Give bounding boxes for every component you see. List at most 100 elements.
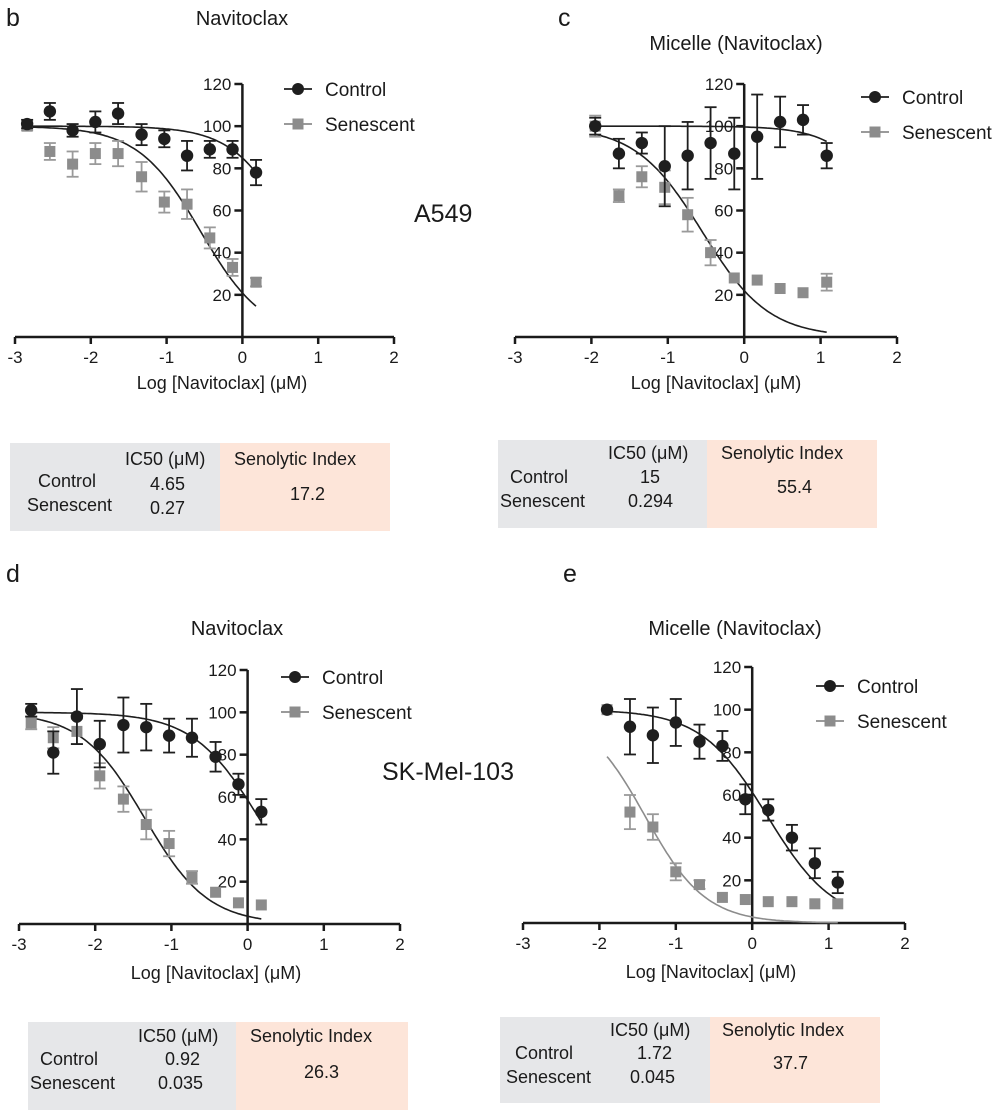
x-tick-label: 2 [892, 348, 901, 367]
ic50-header: IC50 (μM) [138, 1026, 219, 1046]
legend-label-senescent: Senescent [322, 703, 413, 724]
data-point-senescent [821, 276, 833, 288]
x-tick-label: -3 [507, 348, 522, 367]
senolytic-index-value: 17.2 [290, 484, 326, 504]
y-tick-label: 80 [714, 159, 733, 178]
senolytic-index-cell: Senolytic Index 55.4 [707, 440, 877, 528]
senolytic-index-value: 37.7 [773, 1053, 809, 1073]
ic50-header: IC50 (μM) [610, 1020, 691, 1040]
ic50-senescent: 0.27 [150, 498, 186, 518]
data-point-control [93, 737, 106, 751]
data-point-senescent [705, 247, 717, 259]
data-point-senescent [232, 897, 244, 909]
data-point-control [831, 876, 844, 889]
data-point-control [135, 128, 148, 141]
data-point-senescent [751, 274, 763, 286]
data-point-senescent [716, 891, 728, 903]
x-tick-label: -2 [592, 934, 607, 953]
y-tick-label: 100 [203, 117, 231, 136]
row-label-senescent: Senescent [27, 495, 113, 515]
data-point-senescent [117, 793, 129, 805]
y-tick-label: 20 [212, 286, 231, 305]
legend-label-senescent: Senescent [902, 123, 993, 144]
panel-letter-b: b [6, 4, 20, 32]
y-tick-label: 100 [208, 703, 236, 722]
x-tick-label: 1 [816, 348, 825, 367]
senolytic-index-header: Senolytic Index [721, 443, 844, 463]
data-point-control [773, 115, 787, 129]
row-label-control: Control [40, 1049, 99, 1069]
data-point-senescent [647, 821, 659, 833]
data-point-control [226, 143, 239, 156]
data-point-control [232, 778, 245, 791]
data-point-control [600, 703, 614, 716]
y-tick-label: 20 [714, 286, 733, 305]
data-point-control [89, 115, 102, 129]
data-point-control [203, 143, 217, 156]
data-point-control [180, 149, 194, 162]
data-point-control [785, 831, 799, 844]
x-tick-label: -3 [515, 934, 530, 953]
x-tick-label: -2 [584, 348, 599, 367]
panel-d-ic50-table: IC50 (μM) Control 0.92 Senescent 0.035 S… [28, 1022, 408, 1110]
data-point-senescent [25, 717, 37, 729]
panel-c-title: Micelle (Navitoclax) [649, 33, 823, 55]
data-point-control [43, 105, 57, 118]
senolytic-index-cell: Senolytic Index 26.3 [236, 1022, 408, 1110]
legend-label-control: Control [322, 668, 383, 689]
panel-d-xlabel: Log [Navitoclax] (μM) [130, 963, 302, 983]
senolytic-index-header: Senolytic Index [250, 1026, 373, 1046]
senolytic-index-value: 55.4 [777, 477, 813, 497]
data-point-senescent [67, 158, 79, 170]
legend-marker-control [289, 671, 301, 683]
data-point-senescent [181, 198, 193, 210]
panel-b-title: Navitoclax [195, 8, 289, 30]
data-point-control [185, 731, 199, 744]
data-point-control [140, 720, 153, 734]
y-tick-label: 80 [218, 746, 237, 765]
data-point-senescent [186, 871, 198, 883]
y-tick-label: 40 [218, 830, 237, 849]
legend-label-control: Control [325, 80, 386, 101]
y-tick-label: 80 [212, 159, 231, 178]
data-point-senescent [210, 886, 222, 898]
y-tick-label: 20 [218, 873, 237, 892]
data-point-control [66, 124, 79, 137]
data-point-senescent [786, 896, 798, 908]
data-point-senescent [670, 866, 682, 878]
x-tick-label: 1 [824, 934, 833, 953]
fit-curve-senescent [606, 756, 838, 924]
data-point-senescent [774, 283, 786, 295]
data-point-senescent [613, 190, 625, 202]
data-point-control [158, 132, 171, 146]
row-label-senescent: Senescent [500, 491, 586, 511]
data-point-senescent [797, 287, 809, 299]
data-point-control [20, 117, 34, 131]
data-point-senescent [250, 276, 262, 288]
data-point-control [612, 147, 626, 160]
data-point-control [820, 149, 833, 162]
data-point-control [24, 704, 38, 717]
legend-label-control: Control [902, 88, 963, 109]
data-point-senescent [739, 894, 751, 906]
panel-e-title: Micelle (Navitoclax) [648, 618, 822, 640]
x-tick-label: 2 [389, 348, 398, 367]
data-point-senescent [682, 209, 694, 221]
data-point-control [681, 149, 694, 162]
ic50-cell: IC50 (μM) Control 1.72 Senescent 0.045 [500, 1017, 710, 1103]
legend-label-senescent: Senescent [857, 712, 948, 733]
panel-c-xlabel: Log [Navitoclax] (μM) [630, 373, 802, 393]
data-point-senescent [140, 819, 152, 831]
panel-b-ic50-table: IC50 (μM) Control 4.65 Senescent 0.27 Se… [10, 443, 390, 531]
x-tick-label: -2 [88, 935, 103, 954]
data-point-control [117, 718, 130, 732]
senolytic-index-cell: Senolytic Index 17.2 [220, 443, 390, 531]
senolytic-index-cell: Senolytic Index 37.7 [710, 1017, 880, 1103]
data-point-control [796, 113, 810, 127]
y-tick-label: 60 [714, 202, 733, 221]
x-tick-label: 1 [313, 348, 322, 367]
data-point-senescent [624, 806, 636, 818]
data-point-control [750, 130, 764, 143]
legend-marker-senescent [289, 706, 301, 718]
